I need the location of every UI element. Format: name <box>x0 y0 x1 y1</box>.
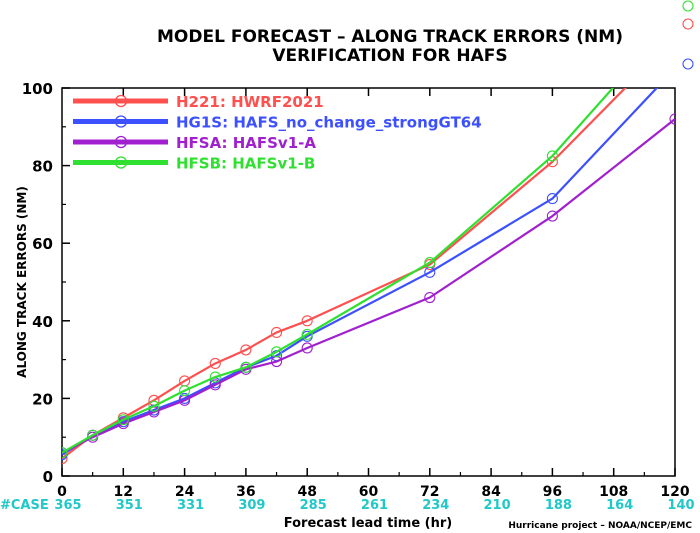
series-3 <box>57 13 680 458</box>
offscale-marker-0 <box>683 1 693 11</box>
x-axis-label: Forecast lead time (hr) <box>284 516 452 531</box>
chart-subtitle: VERIFICATION FOR HAFS <box>272 46 507 66</box>
y-tick-label-4: 80 <box>32 158 53 176</box>
case-count-5: 261 <box>361 498 388 513</box>
chart-title: MODEL FORECAST – ALONG TRACK ERRORS (NM) <box>157 27 623 47</box>
offscale-marker-1 <box>683 19 693 29</box>
data-point <box>670 33 680 43</box>
case-count-label: #CASE <box>0 498 49 513</box>
case-counts: 365 351 331 309 285 261 234 210 188 164 140 <box>54 498 694 513</box>
legend-label-1: HG1S: HAFS_no_change_strongGT64 <box>176 114 482 132</box>
y-tick-label-0: 0 <box>43 468 53 486</box>
series-lines <box>57 13 680 463</box>
legend: H221: HWRF2021 HG1S: HAFS_no_change_stron… <box>73 93 482 173</box>
plot-frame <box>62 88 675 476</box>
case-count-8: 188 <box>545 498 572 513</box>
data-point <box>670 13 680 23</box>
case-count-2: 331 <box>177 498 204 513</box>
series-line-2 <box>62 119 675 453</box>
legend-label-0: H221: HWRF2021 <box>176 93 324 111</box>
y-axis-label: ALONG TRACK ERRORS (NM) <box>15 186 29 378</box>
y-tick-label-3: 60 <box>32 235 53 253</box>
case-count-10: 140 <box>667 498 694 513</box>
case-count-6: 234 <box>422 498 449 513</box>
y-tick-label-2: 40 <box>32 313 53 331</box>
credit-text: Hurricane project – NOAA/NCEP/EMC <box>508 521 692 531</box>
y-tick-label-5: 100 <box>22 80 53 98</box>
case-count-3: 309 <box>238 498 265 513</box>
y-tick-label-1: 20 <box>32 390 53 408</box>
case-count-4: 285 <box>300 498 327 513</box>
case-count-7: 210 <box>484 498 511 513</box>
offscale-marker-2 <box>683 59 693 69</box>
case-count-9: 164 <box>606 498 633 513</box>
case-count-1: 351 <box>116 498 143 513</box>
case-count-0: 365 <box>54 498 81 513</box>
series-0 <box>57 33 680 464</box>
legend-marker-strip <box>683 1 693 69</box>
legend-label-3: HFSB: HAFSv1-B <box>176 155 315 173</box>
legend-label-2: HFSA: HAFSv1-A <box>176 134 316 152</box>
series-line-3 <box>62 18 675 453</box>
data-point <box>670 64 680 74</box>
